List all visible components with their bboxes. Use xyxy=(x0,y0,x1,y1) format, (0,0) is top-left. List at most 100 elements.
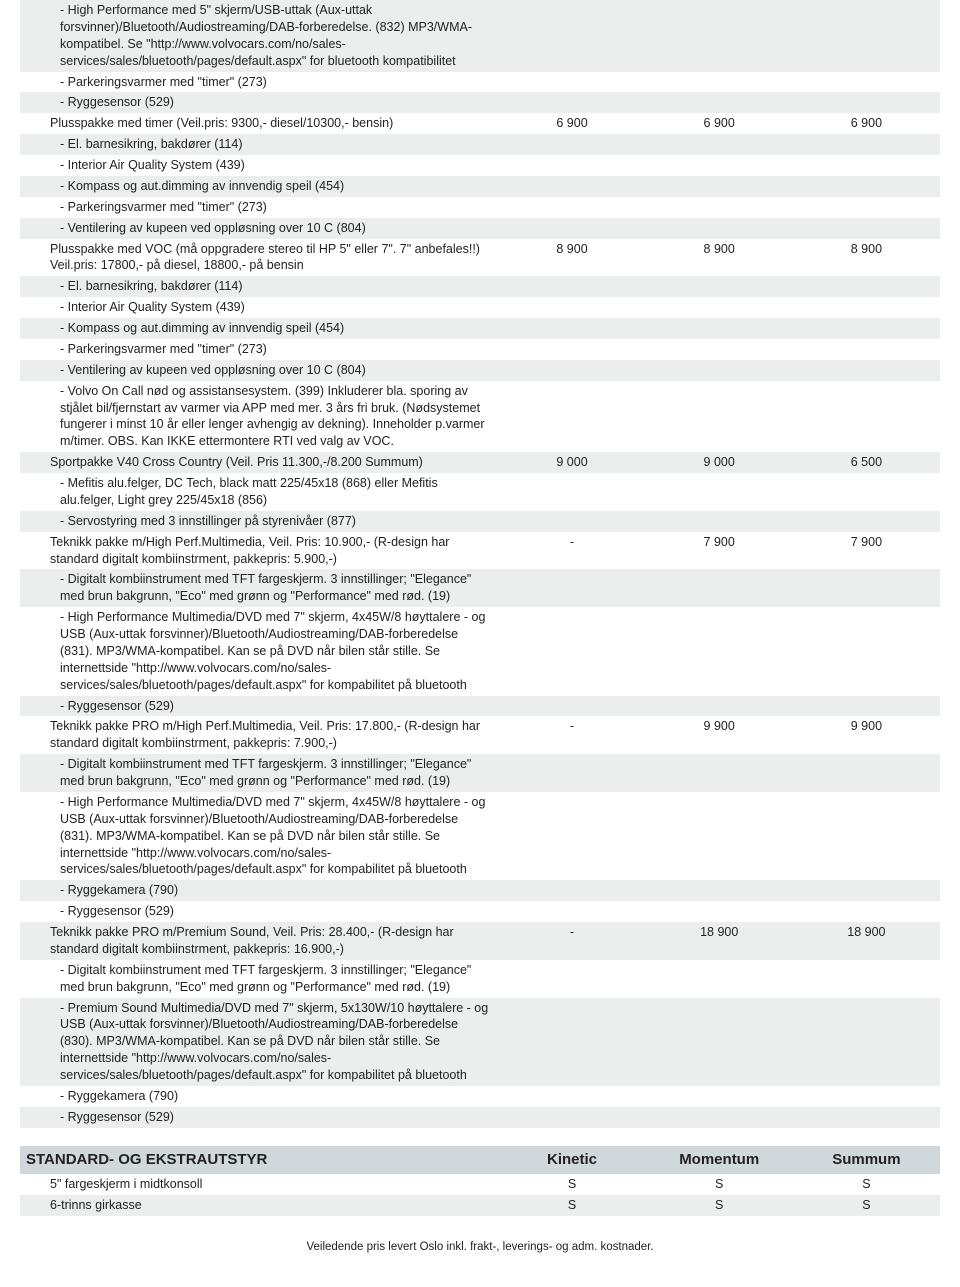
table-row-col1 xyxy=(498,511,645,532)
table-row-col1: - xyxy=(498,532,645,570)
table-row-col1 xyxy=(498,607,645,695)
table-row-col3 xyxy=(793,960,940,998)
table-row-col3 xyxy=(793,197,940,218)
table-row: - Kompass og aut.dimming av innvendig sp… xyxy=(20,318,940,339)
table-row-col1 xyxy=(498,960,645,998)
table-row: - Ryggekamera (790) xyxy=(20,1086,940,1107)
table-row-col1 xyxy=(498,197,645,218)
table-row: Teknikk pakke PRO m/High Perf.Multimedia… xyxy=(20,716,940,754)
table-row: Sportpakke V40 Cross Country (Veil. Pris… xyxy=(20,452,940,473)
table-row-col3 xyxy=(793,134,940,155)
table-row-col2 xyxy=(646,754,793,792)
table-row: - Ryggesensor (529) xyxy=(20,1107,940,1128)
table-row-desc: - Mefitis alu.felger, DC Tech, black mat… xyxy=(20,473,498,511)
table-row-desc: - El. barnesikring, bakdører (114) xyxy=(20,276,498,297)
table-row-col3 xyxy=(793,880,940,901)
table-row-col2 xyxy=(646,381,793,453)
table-row-col3 xyxy=(793,0,940,72)
table-row: Teknikk pakke PRO m/Premium Sound, Veil.… xyxy=(20,922,940,960)
table-row-col1: 8 900 xyxy=(498,239,645,277)
table-row-col3 xyxy=(793,72,940,93)
table-row: - Digitalt kombiinstrument med TFT farge… xyxy=(20,960,940,998)
table-row-col2 xyxy=(646,960,793,998)
table-row-desc: 6-trinns girkasse xyxy=(20,1195,498,1216)
table-row: - Mefitis alu.felger, DC Tech, black mat… xyxy=(20,473,940,511)
table-row-col1 xyxy=(498,901,645,922)
table-row-col2: 8 900 xyxy=(646,239,793,277)
table-row: - Parkeringsvarmer med "timer" (273) xyxy=(20,197,940,218)
table-row-col1: - xyxy=(498,716,645,754)
table-row: - Interior Air Quality System (439) xyxy=(20,155,940,176)
table-row-col1 xyxy=(498,381,645,453)
table-row-col1 xyxy=(498,339,645,360)
table-row-col3 xyxy=(793,1107,940,1128)
equipment-header-col2: Momentum xyxy=(646,1146,793,1174)
document-page: - High Performance med 5" skjerm/USB-utt… xyxy=(0,0,960,1273)
table-row-col3 xyxy=(793,381,940,453)
table-row-col2 xyxy=(646,473,793,511)
table-row: - Volvo On Call nød og assistansesystem.… xyxy=(20,381,940,453)
table-row: 6-trinns girkasseSSS xyxy=(20,1195,940,1216)
table-row-desc: - Digitalt kombiinstrument med TFT farge… xyxy=(20,960,498,998)
table-row-col1 xyxy=(498,218,645,239)
table-row-col2 xyxy=(646,134,793,155)
table-row-col1: 9 000 xyxy=(498,452,645,473)
table-row-desc: - Ventilering av kupeen ved oppløsning o… xyxy=(20,218,498,239)
table-row: - Ryggesensor (529) xyxy=(20,696,940,717)
table-row-desc: - Kompass og aut.dimming av innvendig sp… xyxy=(20,176,498,197)
table-row-desc: - High Performance Multimedia/DVD med 7"… xyxy=(20,792,498,880)
table-row: Teknikk pakke m/High Perf.Multimedia, Ve… xyxy=(20,532,940,570)
table-row-col2 xyxy=(646,92,793,113)
table-row-col2 xyxy=(646,197,793,218)
table-row-col3 xyxy=(793,276,940,297)
table-row-desc: - El. barnesikring, bakdører (114) xyxy=(20,134,498,155)
table-row-desc: - Parkeringsvarmer med "timer" (273) xyxy=(20,197,498,218)
options-table: - High Performance med 5" skjerm/USB-utt… xyxy=(20,0,940,1128)
table-row-col3 xyxy=(793,218,940,239)
table-row-desc: - Parkeringsvarmer med "timer" (273) xyxy=(20,72,498,93)
table-row-col1 xyxy=(498,1086,645,1107)
table-row-desc: - Volvo On Call nød og assistansesystem.… xyxy=(20,381,498,453)
table-row-col2 xyxy=(646,569,793,607)
table-row-desc: - Digitalt kombiinstrument med TFT farge… xyxy=(20,569,498,607)
table-row-desc: - Interior Air Quality System (439) xyxy=(20,297,498,318)
equipment-header-col3: Summum xyxy=(793,1146,940,1174)
table-row-col3 xyxy=(793,297,940,318)
table-row-col1 xyxy=(498,360,645,381)
table-row: - Interior Air Quality System (439) xyxy=(20,297,940,318)
equipment-header-row: STANDARD- OG EKSTRAUTSTYR Kinetic Moment… xyxy=(20,1146,940,1174)
table-row-col1: S xyxy=(498,1195,645,1216)
table-row-col3 xyxy=(793,360,940,381)
table-row-col2 xyxy=(646,72,793,93)
table-row-desc: Teknikk pakke PRO m/Premium Sound, Veil.… xyxy=(20,922,498,960)
table-row-col1 xyxy=(498,792,645,880)
table-row: - Kompass og aut.dimming av innvendig sp… xyxy=(20,176,940,197)
table-row-col3 xyxy=(793,696,940,717)
equipment-header-title: STANDARD- OG EKSTRAUTSTYR xyxy=(20,1146,498,1174)
table-row: - Parkeringsvarmer med "timer" (273) xyxy=(20,339,940,360)
table-row-col3: 8 900 xyxy=(793,239,940,277)
table-row-desc: - Ryggesensor (529) xyxy=(20,901,498,922)
equipment-table: STANDARD- OG EKSTRAUTSTYR Kinetic Moment… xyxy=(20,1146,940,1216)
table-row: - Digitalt kombiinstrument med TFT farge… xyxy=(20,569,940,607)
table-row: - High Performance med 5" skjerm/USB-utt… xyxy=(20,0,940,72)
table-row-col2 xyxy=(646,1107,793,1128)
table-row: - El. barnesikring, bakdører (114) xyxy=(20,276,940,297)
table-row-col2 xyxy=(646,511,793,532)
table-row-col3 xyxy=(793,792,940,880)
table-row-desc: Teknikk pakke m/High Perf.Multimedia, Ve… xyxy=(20,532,498,570)
table-row-col3 xyxy=(793,607,940,695)
table-row-col2 xyxy=(646,218,793,239)
table-row-col2 xyxy=(646,792,793,880)
table-row-desc: Sportpakke V40 Cross Country (Veil. Pris… xyxy=(20,452,498,473)
table-row-col1 xyxy=(498,92,645,113)
table-row-col1 xyxy=(498,998,645,1086)
table-row-col1: 6 900 xyxy=(498,113,645,134)
table-row-desc: 5" fargeskjerm i midtkonsoll xyxy=(20,1174,498,1195)
table-row-col3 xyxy=(793,998,940,1086)
table-row-col3: 6 500 xyxy=(793,452,940,473)
table-row-col2 xyxy=(646,901,793,922)
table-row-col1 xyxy=(498,473,645,511)
table-row: Plusspakke med VOC (må oppgradere stereo… xyxy=(20,239,940,277)
table-row: - Parkeringsvarmer med "timer" (273) xyxy=(20,72,940,93)
